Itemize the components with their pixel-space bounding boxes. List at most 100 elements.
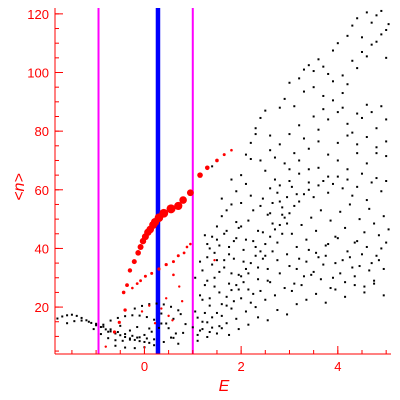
- data-point: [201, 320, 204, 323]
- data-point: [213, 258, 216, 262]
- data-point: [300, 223, 303, 226]
- data-point: [295, 303, 298, 306]
- data-point: [298, 77, 301, 80]
- data-point: [346, 178, 349, 181]
- data-point: [293, 204, 296, 207]
- data-point: [322, 94, 325, 97]
- data-point: [172, 336, 175, 339]
- data-point: [346, 83, 349, 86]
- data-point: [135, 282, 139, 286]
- data-point: [360, 253, 363, 256]
- data-point: [124, 346, 127, 349]
- data-point: [266, 267, 269, 270]
- data-point: [109, 319, 112, 322]
- data-point: [235, 190, 238, 193]
- data-point: [295, 193, 298, 196]
- data-point: [264, 254, 267, 257]
- data-point: [215, 225, 218, 228]
- data-point: [116, 316, 119, 319]
- data-point: [186, 189, 194, 197]
- data-point: [177, 309, 180, 312]
- data-point: [380, 105, 383, 108]
- data-point: [382, 267, 385, 270]
- data-point: [295, 245, 298, 248]
- data-point: [351, 194, 354, 197]
- data-point: [182, 331, 185, 334]
- data-point: [312, 70, 315, 73]
- data-point: [85, 319, 88, 322]
- data-point: [336, 159, 339, 162]
- data-point: [363, 285, 366, 288]
- data-point: [73, 320, 76, 323]
- data-point: [254, 254, 257, 257]
- data-point: [230, 272, 233, 275]
- data-point: [153, 344, 156, 347]
- data-point: [286, 253, 289, 256]
- data-point: [170, 305, 173, 308]
- data-point: [201, 328, 204, 331]
- data-point: [365, 199, 368, 202]
- data-point: [346, 134, 349, 137]
- y-tick-label: 120: [27, 7, 49, 22]
- data-point: [322, 65, 325, 68]
- data-point: [317, 128, 320, 131]
- data-point: [249, 262, 252, 265]
- data-point: [283, 162, 286, 165]
- data-point: [166, 204, 176, 214]
- data-point: [140, 310, 144, 313]
- data-point: [363, 231, 366, 234]
- data-point: [139, 279, 142, 283]
- data-point: [167, 314, 170, 318]
- data-point: [230, 289, 233, 292]
- data-point: [252, 209, 255, 212]
- data-point: [102, 325, 105, 328]
- y-tick-label: 80: [35, 124, 49, 139]
- data-point: [356, 112, 359, 115]
- data-point: [315, 229, 318, 232]
- data-point: [70, 313, 73, 316]
- data-point: [278, 272, 281, 275]
- data-point: [218, 291, 221, 294]
- data-point: [218, 270, 221, 273]
- data-point: [295, 267, 298, 270]
- data-point: [201, 298, 204, 301]
- data-point: [228, 333, 231, 336]
- data-point: [235, 237, 238, 240]
- data-point: [199, 260, 202, 263]
- data-point: [215, 259, 218, 262]
- data-point: [116, 331, 119, 334]
- data-point: [281, 206, 284, 209]
- data-point: [180, 300, 184, 303]
- data-point: [283, 287, 286, 290]
- data-point: [220, 327, 223, 330]
- data-point: [179, 313, 182, 316]
- data-point: [348, 203, 351, 206]
- data-point: [153, 338, 156, 341]
- data-point: [276, 309, 279, 312]
- data-point: [232, 240, 235, 243]
- data-point: [204, 165, 210, 171]
- data-point: [220, 215, 223, 218]
- data-point: [197, 172, 203, 178]
- data-point: [373, 222, 376, 225]
- axes: 0 2 4 20 40 60 80 100 120: [27, 7, 391, 374]
- data-point: [145, 337, 148, 340]
- data-point: [278, 106, 281, 109]
- data-point: [298, 159, 301, 162]
- data-point: [165, 322, 168, 325]
- data-point: [249, 301, 252, 304]
- data-point: [346, 34, 349, 37]
- data-point: [351, 131, 354, 134]
- data-point: [107, 337, 110, 340]
- data-point: [223, 266, 226, 269]
- data-point: [211, 316, 214, 319]
- data-point: [247, 219, 250, 222]
- data-point: [230, 148, 233, 152]
- data-point: [259, 289, 262, 292]
- data-point: [206, 256, 209, 259]
- data-point: [290, 232, 293, 235]
- data-point: [377, 234, 380, 237]
- data-point: [327, 175, 330, 178]
- data-point: [302, 137, 305, 140]
- data-point: [331, 182, 334, 185]
